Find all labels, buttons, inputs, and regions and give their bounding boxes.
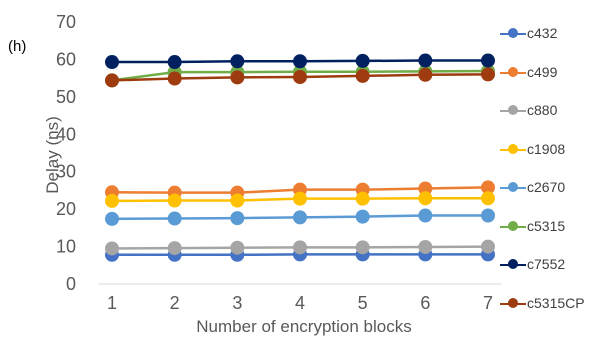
data-point-c1908 xyxy=(418,191,433,206)
data-point-c2670 xyxy=(293,210,307,225)
x-tick-label: 6 xyxy=(420,293,430,313)
y-axis-title: Delay (ns) xyxy=(43,116,62,193)
series-c2670 xyxy=(105,208,495,226)
x-tick-label: 7 xyxy=(483,293,493,313)
data-point-c2670 xyxy=(418,208,433,223)
data-point-c7552 xyxy=(481,53,495,68)
y-tick-label: 30 xyxy=(56,162,76,182)
y-tick-label: 40 xyxy=(56,124,76,144)
data-point-c5315CP xyxy=(293,70,307,85)
legend-item-c432: c432 xyxy=(500,24,605,44)
data-point-c1908 xyxy=(167,193,182,208)
data-point-c1908 xyxy=(230,193,245,208)
x-tick-label: 1 xyxy=(107,293,117,313)
x-tick-label: 2 xyxy=(170,293,180,313)
y-tick-label: 0 xyxy=(66,274,76,294)
legend-label: c499 xyxy=(527,63,558,80)
legend-marker-swatch xyxy=(508,220,518,231)
data-point-c880 xyxy=(481,239,495,254)
legend-marker-swatch xyxy=(508,143,518,154)
data-point-c1908 xyxy=(105,193,119,208)
data-point-c2670 xyxy=(230,211,245,226)
data-point-c5315CP xyxy=(355,68,370,83)
data-point-c1908 xyxy=(293,191,307,206)
data-point-c880 xyxy=(355,240,370,255)
y-tick-label: 60 xyxy=(56,49,76,69)
x-tick-label: 5 xyxy=(358,293,368,313)
data-point-c2670 xyxy=(167,211,182,226)
data-point-c499 xyxy=(418,181,433,196)
legend-marker-swatch xyxy=(508,66,518,77)
legend-label: c2670 xyxy=(527,179,566,195)
panel-label: (h) xyxy=(8,38,27,55)
y-tick-label: 20 xyxy=(56,199,76,219)
legend-marker-swatch xyxy=(508,105,518,115)
legend-label: c5315 xyxy=(527,217,566,234)
series-c7552 xyxy=(105,53,495,70)
legend-marker-swatch xyxy=(508,259,518,269)
legend-label: c5315CP xyxy=(527,294,585,311)
x-tick-label: 4 xyxy=(295,293,305,313)
data-point-c5315CP xyxy=(105,73,119,88)
y-tick-label: 10 xyxy=(56,237,76,257)
data-point-c2670 xyxy=(105,211,119,226)
legend-label: c880 xyxy=(527,102,558,118)
x-axis-title: Number of encryption blocks xyxy=(196,317,411,336)
data-point-c1908 xyxy=(481,191,495,206)
data-point-c7552 xyxy=(105,55,119,70)
legend-label: c432 xyxy=(527,25,558,41)
data-point-c5315CP xyxy=(418,67,433,82)
data-point-c7552 xyxy=(418,53,433,68)
data-point-c499 xyxy=(481,180,495,195)
data-point-c2670 xyxy=(355,209,370,224)
data-point-c7552 xyxy=(230,54,245,69)
data-point-c5315CP xyxy=(481,67,495,82)
data-point-c5315CP xyxy=(230,70,245,85)
data-point-c880 xyxy=(418,239,433,254)
series-c5315CP xyxy=(105,67,495,88)
legend-item-c499: c499 xyxy=(500,63,605,83)
y-tick-label: 50 xyxy=(56,87,76,107)
series-c880 xyxy=(105,239,495,256)
data-point-c7552 xyxy=(293,54,307,69)
legend-label: c7552 xyxy=(527,256,566,272)
legend-marker-swatch xyxy=(508,297,518,308)
y-axis-tick-labels: 0 10 20 30 40 50 60 70 xyxy=(56,12,76,294)
legend-item-c880: c880 xyxy=(500,101,605,121)
x-tick-label: 3 xyxy=(232,293,242,313)
data-point-c880 xyxy=(167,241,182,256)
legend-label: c1908 xyxy=(527,140,566,157)
data-point-c7552 xyxy=(355,53,370,68)
y-tick-label: 70 xyxy=(56,12,76,32)
legend-item-c5315: c5315 xyxy=(500,217,605,237)
series-c1908 xyxy=(105,191,495,208)
data-point-c2670 xyxy=(481,208,495,223)
x-axis-tick-labels: 1 2 3 4 5 6 7 xyxy=(107,293,493,313)
data-point-c880 xyxy=(230,240,245,255)
data-point-c880 xyxy=(293,240,307,255)
legend-item-c1908: c1908 xyxy=(500,140,605,160)
legend-item-c2670: c2670 xyxy=(500,178,605,198)
series-layer xyxy=(105,53,495,262)
data-point-c880 xyxy=(105,241,119,256)
legend-marker-swatch xyxy=(508,182,518,192)
legend-marker-swatch xyxy=(508,28,518,38)
data-point-c5315CP xyxy=(167,71,182,86)
legend-item-c5315CP: c5315CP xyxy=(500,294,605,314)
data-point-c7552 xyxy=(167,55,182,70)
legend-item-c7552: c7552 xyxy=(500,255,605,275)
data-point-c1908 xyxy=(355,191,370,206)
